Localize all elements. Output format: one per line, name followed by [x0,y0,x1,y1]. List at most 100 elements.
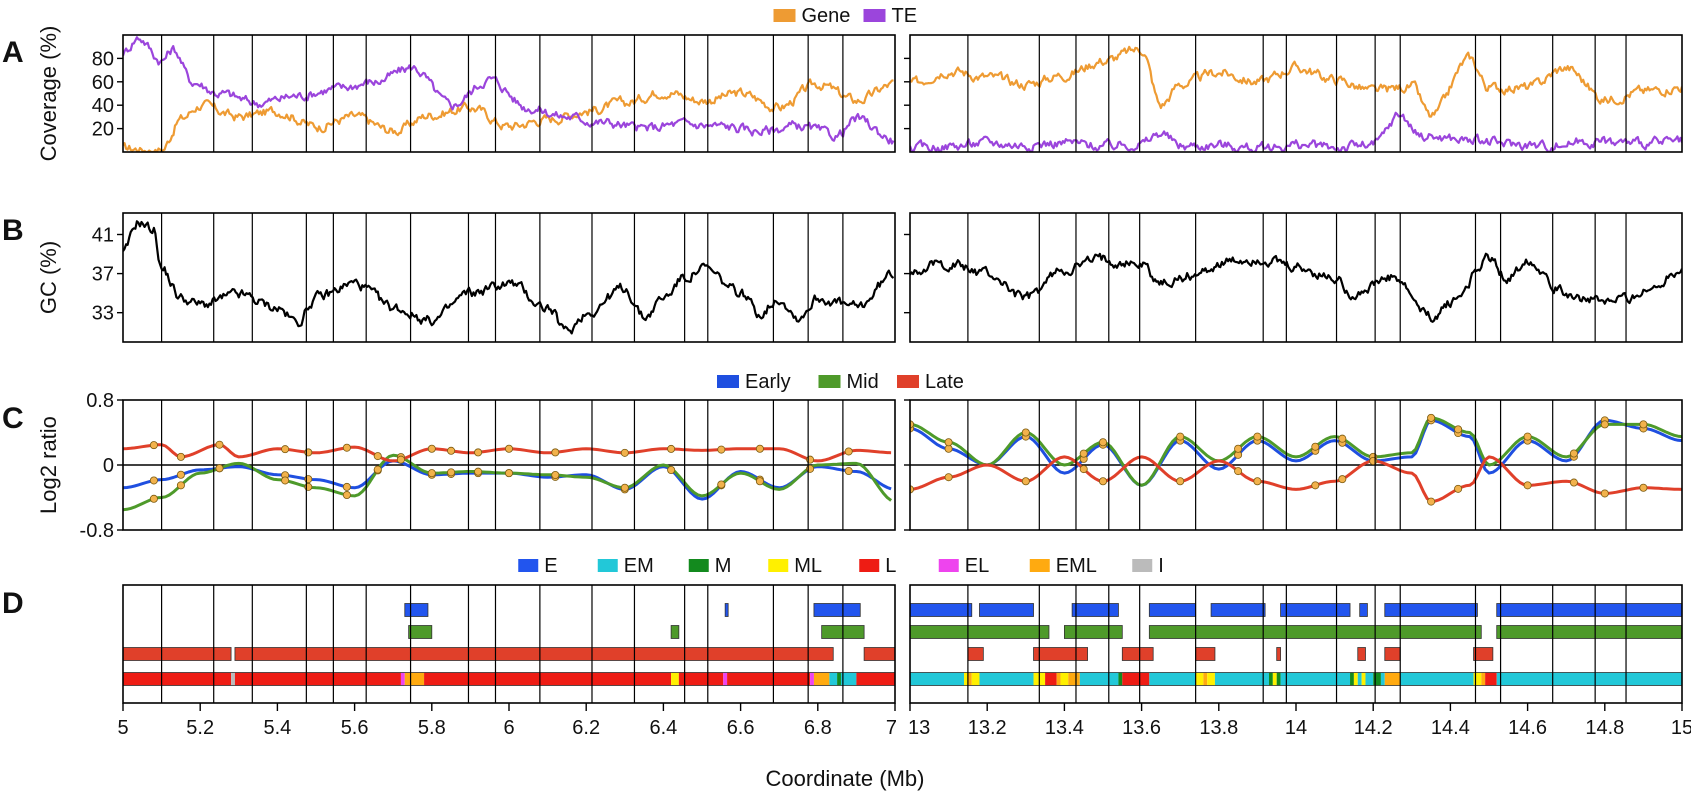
x-tick-label: 13.4 [1045,717,1084,739]
legends: Gene TE Early Mid Late E EM M ML L EL EML I [518,5,1164,577]
y-tick-label: -0.8 [80,520,114,542]
legend-label-m: M [715,555,732,577]
legend-coverage: Gene TE [773,5,917,27]
peak-marker [1427,413,1436,422]
timing-segment-em [1280,672,1351,686]
legend-swatch-early [717,375,739,388]
series-line-late [123,443,1682,504]
timing-segment-l [424,672,672,686]
legend-label-mid: Mid [847,371,879,393]
legend-swatch-te [863,9,886,22]
peak-marker [1338,434,1347,443]
segment-late [1357,647,1366,661]
legend-swatch-i [1132,559,1153,572]
x-tick-label: 13 [908,717,930,739]
y-tick-label: 0.8 [86,390,114,412]
timing-segment-eml [1481,672,1486,686]
legend-swatch-el [938,559,959,572]
panel-D-plot [122,603,1683,686]
legend-label-late: Late [925,371,964,393]
peak-marker [620,448,629,457]
y-tick-label: 80 [92,48,114,70]
legend-segments: E EM M ML L EL EML I [518,555,1164,577]
legend-swatch-late [897,375,919,388]
peak-marker [944,473,953,482]
segment-early [1071,603,1119,617]
legend-swatch-eml [1029,559,1050,572]
peak-marker [1338,475,1347,484]
series-line-gc [123,220,1682,335]
panel-B-y-axis: 33 37 41 GC (%) [36,225,910,325]
segment-late [967,647,984,661]
peak-marker [551,448,560,457]
timing-segment-eml [1068,672,1080,686]
segment-late [1384,647,1401,661]
timing-segment-ml [1473,672,1482,686]
x-tick-label: 15 [1671,717,1691,739]
peak-marker [504,444,513,453]
legend-swatch-em [597,559,618,572]
legend-swatch-mid [818,375,841,388]
peak-marker [755,477,764,486]
peak-marker [1176,432,1185,441]
panel-B-y-axis-title: GC (%) [36,241,61,314]
x-tick-label: 14 [1285,717,1307,739]
panel-B-frame-right [909,212,1683,343]
peak-marker [342,482,351,491]
legend-label-el: EL [965,555,989,577]
timing-segment-m [1350,672,1354,686]
segment-early [979,603,1034,617]
peak-marker [342,443,351,452]
x-tick-label: 5.6 [341,717,369,739]
x-tick-label: 7 [886,717,897,739]
y-tick-label: 20 [92,119,114,141]
segment-mid [408,625,433,639]
segment-early [1280,603,1351,617]
timing-segment-ml [1353,672,1358,686]
peak-marker [474,448,483,457]
timing-segment-ml [1361,672,1366,686]
segment-early [1148,603,1197,617]
panel-A-y-axis-title: Coverage (%) [36,26,61,162]
panel-D-frames [122,584,1683,704]
segment-late [1276,647,1281,661]
peak-marker [717,480,726,489]
legend-label-i: I [1158,555,1164,577]
timing-segment-m [837,672,841,686]
peak-marker [620,483,629,492]
panel-letters: A B C D [2,36,24,620]
peak-marker [149,494,158,503]
peak-marker [373,452,382,461]
x-tick-label: 5 [117,717,128,739]
segment-mid [909,625,1050,639]
timing-segment-em [1380,672,1385,686]
peak-marker [1253,477,1262,486]
timing-segment-el [810,672,814,686]
segment-mid [1148,625,1482,639]
peak-marker [149,441,158,450]
peak-marker [427,444,436,453]
peak-marker [1099,438,1108,447]
timing-segment-m [1276,672,1281,686]
peak-marker [1021,428,1030,437]
peak-marker [1600,420,1609,429]
timing-segment-eml [1203,672,1208,686]
x-tick-label: 6.6 [727,717,755,739]
segment-late [122,647,232,661]
x-tick-label: 14.2 [1354,717,1393,739]
timing-segment-em [1214,672,1269,686]
panel-letter-b: B [2,214,24,247]
panel-letter-d: D [2,587,24,620]
timing-segment-ml [1272,672,1277,686]
x-tick-label: 6 [503,717,514,739]
x-tick-label: 14.4 [1431,717,1470,739]
peak-marker [1454,425,1463,434]
panel-A-frames [122,34,1683,153]
peak-marker [1099,477,1108,486]
timing-segment-l [678,672,724,686]
legend-label-l: L [885,555,896,577]
peak-marker [474,467,483,476]
y-tick-label: 33 [92,303,114,325]
y-tick-label: 0 [103,455,114,477]
